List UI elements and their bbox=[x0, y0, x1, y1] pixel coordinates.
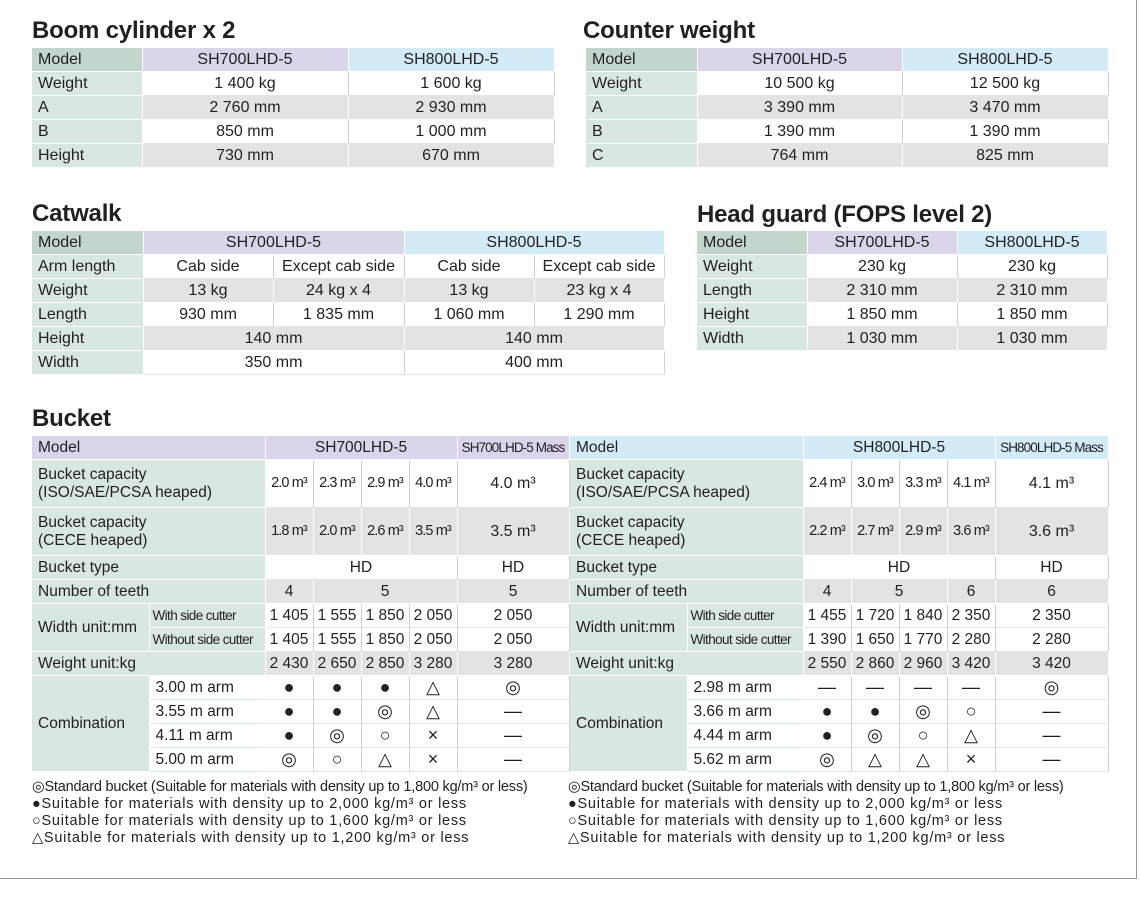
bucket-title: Bucket bbox=[32, 405, 111, 432]
bucket-table-sh700: Model SH700LHD-5 SH700LHD-5 Mass Bucket … bbox=[32, 436, 570, 772]
table-row: Weight unit:kg 2 430 2 650 2 850 3 280 3… bbox=[32, 651, 570, 676]
table-row: 3.55 m arm ● ● ◎ △ — bbox=[32, 699, 570, 724]
table-header-row: Model SH700LHD-5 SH800LHD-5 bbox=[697, 231, 1108, 255]
catwalk-title: Catwalk bbox=[32, 200, 122, 227]
counter-weight-title: Counter weight bbox=[583, 17, 755, 44]
head-guard-table: Model SH700LHD-5 SH800LHD-5 Weight 230 k… bbox=[697, 231, 1108, 351]
boom-cylinder-table: Model SH700LHD-5 SH800LHD-5 Weight 1 400… bbox=[32, 48, 555, 168]
legend-1600: ○Suitable for materials with density up … bbox=[568, 813, 1003, 829]
table-row: Weight 10 500 kg 12 500 kg bbox=[586, 71, 1109, 96]
table-row: Width 1 030 mm 1 030 mm bbox=[697, 326, 1108, 351]
table-row: Length 930 mm 1 835 mm 1 060 mm 1 290 mm bbox=[32, 302, 665, 327]
bucket-section: Bucket bbox=[32, 405, 111, 433]
table-row: Bucket capacity (ISO/SAE/PCSA heaped) 2.4… bbox=[570, 459, 1109, 508]
legend-1600: ○Suitable for materials with density up … bbox=[32, 813, 467, 829]
table-row: Length 2 310 mm 2 310 mm bbox=[697, 278, 1108, 303]
table-header-row: Model SH700LHD-5 SH800LHD-5 bbox=[32, 231, 665, 255]
table-row: Width unit:mm With side cutter 1 405 1 5… bbox=[32, 603, 570, 652]
head-guard-section: Head guard (FOPS level 2) Model SH700LHD… bbox=[697, 201, 1108, 351]
legend-1200: △Suitable for materials with density up … bbox=[568, 830, 1006, 846]
table-row: Height 1 850 mm 1 850 mm bbox=[697, 302, 1108, 327]
table-row: B 1 390 mm 1 390 mm bbox=[586, 119, 1109, 144]
counter-weight-section: Counter weight Model SH700LHD-5 SH800LHD… bbox=[583, 17, 1109, 168]
table-row: 4.11 m arm ● ◎ ○ × — bbox=[32, 723, 570, 748]
model-sh800: SH800LHD-5 bbox=[348, 48, 555, 72]
table-row: 3.66 m arm ● ● ◎ ○ — bbox=[570, 699, 1109, 724]
table-row: C 764 mm 825 mm bbox=[586, 143, 1109, 168]
table-row: Weight unit:kg 2 550 2 860 2 960 3 420 3… bbox=[570, 651, 1109, 676]
table-row: 5.62 m arm ◎ △ △ × — bbox=[570, 747, 1109, 772]
catwalk-table: Model SH700LHD-5 SH800LHD-5 Arm length C… bbox=[32, 231, 665, 375]
table-row: A 2 760 mm 2 930 mm bbox=[32, 95, 555, 120]
table-row: Height 140 mm 140 mm bbox=[32, 326, 665, 351]
head-guard-title: Head guard (FOPS level 2) bbox=[697, 201, 993, 228]
bucket-table-sh800: Model SH800LHD-5 SH800LHD-5 Mass Bucket … bbox=[570, 436, 1109, 772]
legend-standard: ◎Standard bucket (Suitable for materials… bbox=[32, 779, 528, 795]
table-row: Bucket type HD HD bbox=[570, 555, 1109, 580]
catwalk-section: Catwalk Model SH700LHD-5 SH800LHD-5 Arm … bbox=[32, 200, 665, 375]
table-row: Without side cutter 1 405 1 555 1 850 2 … bbox=[32, 627, 570, 652]
bucket-legend-left: ◎Standard bucket (Suitable for materials… bbox=[32, 779, 528, 847]
table-row: 5.00 m arm ◎ ○ △ × — bbox=[32, 747, 570, 772]
table-row: Height 730 mm 670 mm bbox=[32, 143, 555, 168]
legend-standard: ◎Standard bucket (Suitable for materials… bbox=[568, 779, 1064, 795]
table-header-row: Model SH800LHD-5 SH800LHD-5 Mass bbox=[570, 436, 1109, 460]
table-row: Width 350 mm 400 mm bbox=[32, 350, 665, 375]
model-sh700: SH700LHD-5 bbox=[142, 48, 349, 72]
table-row: Number of teeth 4 5 6 6 bbox=[570, 579, 1109, 604]
table-row: 4.44 m arm ● ◎ ○ △ — bbox=[570, 723, 1109, 748]
table-row: Bucket capacity (ISO/SAE/PCSA heaped) 2.0… bbox=[32, 459, 570, 508]
counter-weight-table: Model SH700LHD-5 SH800LHD-5 Weight 10 50… bbox=[586, 48, 1109, 168]
boom-cylinder-title: Boom cylinder x 2 bbox=[32, 17, 236, 44]
table-row: Bucket capacity (CECE heaped) 1.8 m³ 2.0 … bbox=[32, 507, 570, 556]
table-header-row: Model SH700LHD-5 SH800LHD-5 bbox=[32, 48, 555, 72]
table-row: Bucket type HD HD bbox=[32, 555, 570, 580]
table-row: Arm length Cab side Except cab side Cab … bbox=[32, 254, 665, 279]
table-row: Combination 3.00 m arm ● ● ● △ ◎ bbox=[32, 675, 570, 772]
bucket-legend-right: ◎Standard bucket (Suitable for materials… bbox=[568, 779, 1064, 847]
legend-2000: ●Suitable for materials with density up … bbox=[32, 796, 467, 812]
table-row: Width unit:mm With side cutter 1 455 1 7… bbox=[570, 603, 1109, 652]
page-frame bbox=[0, 0, 1137, 879]
table-row: Weight 13 kg 24 kg x 4 13 kg 23 kg x 4 bbox=[32, 278, 665, 303]
table-header-row: Model SH700LHD-5 SH700LHD-5 Mass bbox=[32, 436, 570, 460]
table-row: Bucket capacity (CECE heaped) 2.2 m³ 2.7 … bbox=[570, 507, 1109, 556]
model-label: Model bbox=[32, 48, 143, 72]
legend-1200: △Suitable for materials with density up … bbox=[32, 830, 470, 846]
boom-cylinder-section: Boom cylinder x 2 Model SH700LHD-5 SH800… bbox=[32, 17, 555, 168]
table-row: A 3 390 mm 3 470 mm bbox=[586, 95, 1109, 120]
table-row: Weight 1 400 kg 1 600 kg bbox=[32, 71, 555, 96]
table-row: B 850 mm 1 000 mm bbox=[32, 119, 555, 144]
table-row: Combination 2.98 m arm — — — — ◎ bbox=[570, 675, 1109, 772]
table-header-row: Model SH700LHD-5 SH800LHD-5 bbox=[586, 48, 1109, 72]
legend-2000: ●Suitable for materials with density up … bbox=[568, 796, 1003, 812]
table-row: Weight 230 kg 230 kg bbox=[697, 254, 1108, 279]
table-row: Number of teeth 4 5 5 bbox=[32, 579, 570, 604]
table-row: Without side cutter 1 390 1 650 1 770 2 … bbox=[570, 627, 1109, 652]
